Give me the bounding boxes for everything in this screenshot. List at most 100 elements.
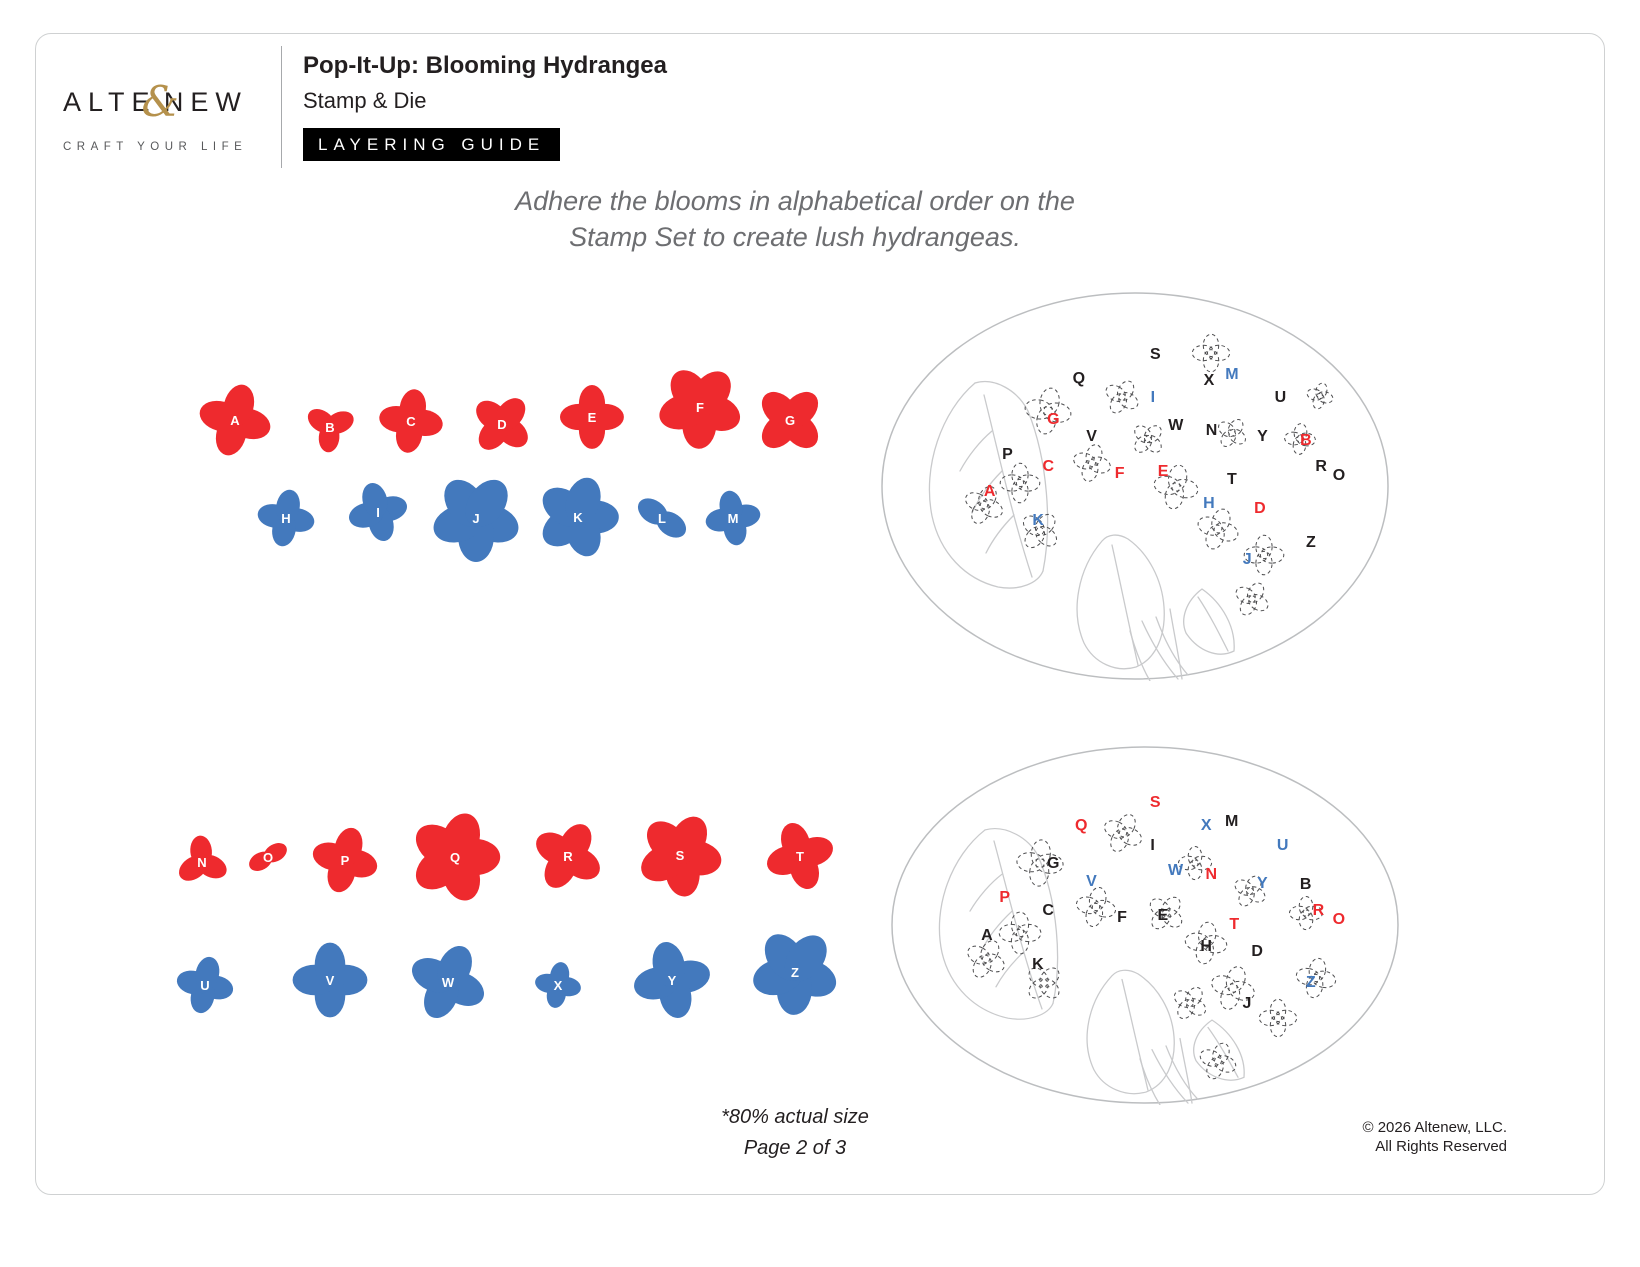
- bloom-letter: X: [553, 977, 563, 993]
- bloom-letter: W: [441, 974, 455, 990]
- diagram-letter-N: N: [1205, 865, 1218, 883]
- bloom-letter: S: [675, 847, 685, 863]
- bloom-letter: D: [497, 416, 507, 432]
- bloom-letter: C: [406, 413, 416, 429]
- diagram-letter-B: B: [1300, 432, 1312, 450]
- bloom-F: F: [652, 359, 748, 455]
- bloom-letter: E: [587, 409, 597, 425]
- diagram-letter-G: G: [1046, 854, 1060, 872]
- bloom-W: W: [403, 937, 493, 1027]
- bloom-I: I: [341, 475, 415, 549]
- diagram-letter-K: K: [1032, 512, 1044, 530]
- diagram-letter-H: H: [1200, 937, 1212, 955]
- bloom-N: N: [168, 828, 236, 896]
- instruction-line-1: Adhere the blooms in alphabetical order …: [515, 186, 1075, 216]
- bloom-R: R: [526, 814, 610, 898]
- bloom-letter: F: [696, 399, 704, 415]
- bloom-M: M: [698, 483, 768, 553]
- logo-left: ALTE: [63, 87, 157, 117]
- diagram-letter-J: J: [1242, 995, 1252, 1013]
- diagram-letter-C: C: [1042, 901, 1054, 919]
- bloom-J: J: [426, 468, 526, 568]
- diagram-letter-W: W: [1168, 862, 1184, 879]
- diagram-letter-D: D: [1251, 943, 1263, 960]
- bloom-T: T: [759, 815, 841, 897]
- header-divider: [281, 46, 282, 168]
- bloom-letter: T: [796, 848, 804, 864]
- diagram-letter-E: E: [1157, 907, 1169, 924]
- diagram-letter-I: I: [1150, 836, 1155, 854]
- diagram-letter-N: N: [1205, 422, 1218, 440]
- bloom-letter: R: [563, 848, 573, 864]
- bloom-U: U: [169, 949, 241, 1021]
- diagram-letter-O: O: [1332, 910, 1346, 928]
- bloom-letter: J: [472, 510, 480, 526]
- bloom-letter: V: [325, 972, 335, 988]
- diagram-letter-F: F: [1117, 908, 1127, 926]
- bloom-K: K: [531, 470, 625, 564]
- diagram-letter-R: R: [1315, 457, 1327, 475]
- bloom-letter: U: [200, 977, 210, 993]
- bloom-S: S: [632, 807, 728, 903]
- logo-ampersand-icon: &: [141, 77, 179, 126]
- bloom-A: A: [192, 377, 278, 463]
- bloom-letter: H: [281, 510, 291, 526]
- bloom-letter: Q: [449, 849, 461, 865]
- diagram-letter-T: T: [1229, 916, 1240, 933]
- title-block: Pop-It-Up: Blooming Hydrangea Stamp & Di…: [303, 52, 667, 161]
- bloom-E: E: [553, 378, 631, 456]
- layering-guide-badge: LAYERING GUIDE: [303, 128, 561, 161]
- bloom-letter: Z: [791, 964, 799, 980]
- footer-notes: *80% actual size Page 2 of 3: [535, 1102, 1055, 1164]
- diagram-letter-U: U: [1274, 389, 1287, 407]
- bloom-X: X: [527, 954, 589, 1016]
- bloom-letter: N: [197, 854, 207, 870]
- bloom-letter: M: [727, 510, 739, 526]
- diagram-letter-V: V: [1086, 872, 1097, 890]
- page-title: Pop-It-Up: Blooming Hydrangea: [303, 52, 667, 79]
- diagram-letter-P: P: [999, 889, 1011, 906]
- diagram-letter-A: A: [983, 482, 996, 500]
- altenew-logo: ALTE&NEW CRAFT YOUR LIFE: [63, 72, 248, 153]
- diagram-letter-F: F: [1114, 465, 1125, 483]
- copyright-line-2: All Rights Reserved: [1375, 1138, 1507, 1155]
- diagram-letter-S: S: [1149, 793, 1161, 811]
- diagram-letter-K: K: [1032, 955, 1044, 973]
- instruction-text: Adhere the blooms in alphabetical order …: [370, 183, 1220, 255]
- bloom-C: C: [372, 382, 450, 460]
- diagram-letter-Y: Y: [1256, 874, 1268, 892]
- diagram-letter-X: X: [1200, 817, 1212, 834]
- bloom-letter: P: [340, 852, 350, 868]
- diagram-letter-J: J: [1242, 551, 1252, 569]
- diagram-letter-I: I: [1150, 389, 1156, 407]
- bloom-letter: A: [230, 412, 240, 428]
- page-number: Page 2 of 3: [743, 1137, 847, 1159]
- bloom-H: H: [250, 482, 322, 554]
- diagram-letter-H: H: [1203, 494, 1215, 512]
- bloom-letter: K: [573, 509, 583, 525]
- diagram-letter-T: T: [1227, 471, 1237, 489]
- bloom-L: L: [627, 483, 697, 553]
- diagram-letter-Y: Y: [1257, 428, 1268, 446]
- bloom-letter: Y: [667, 972, 677, 988]
- diagram-letter-S: S: [1150, 346, 1161, 364]
- diagram-letter-Q: Q: [1075, 817, 1088, 834]
- diagram-letter-A: A: [981, 926, 993, 944]
- page-subtitle: Stamp & Die: [303, 88, 427, 113]
- diagram-letter-R: R: [1312, 901, 1325, 919]
- diagram-letter-V: V: [1086, 428, 1097, 446]
- logo-right: NEW: [163, 87, 248, 117]
- logo-wordmark: ALTE&NEW: [63, 72, 248, 126]
- diagram-letter-C: C: [1042, 457, 1055, 475]
- diagram-letter-E: E: [1157, 463, 1169, 481]
- bloom-G: G: [748, 378, 832, 462]
- diagram-letter-Z: Z: [1306, 533, 1316, 551]
- bloom-D: D: [464, 386, 540, 462]
- diagram-letter-B: B: [1299, 876, 1312, 894]
- bloom-B: B: [297, 394, 363, 460]
- diagram-letter-M: M: [1225, 813, 1239, 831]
- bloom-Z: Z: [746, 923, 844, 1021]
